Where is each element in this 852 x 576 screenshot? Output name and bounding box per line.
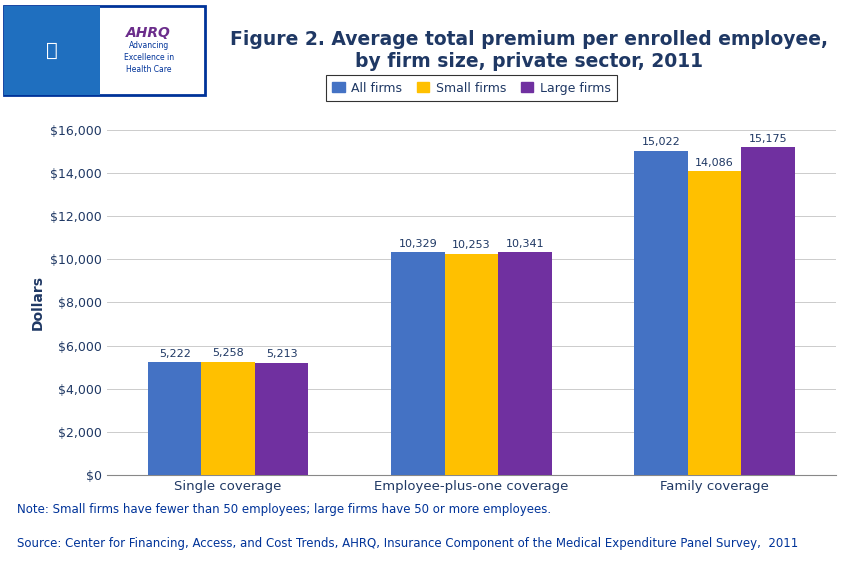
Text: 15,175: 15,175	[748, 134, 786, 144]
Bar	[633, 151, 687, 475]
Legend: All firms, Small firms, Large firms: All firms, Small firms, Large firms	[325, 75, 616, 101]
Text: AHRQ: AHRQ	[126, 25, 170, 40]
Text: Note: Small firms have fewer than 50 employees; large firms have 50 or more empl: Note: Small firms have fewer than 50 emp…	[17, 502, 550, 516]
Bar	[4, 6, 101, 95]
Text: Source: Center for Financing, Access, and Cost Trends, AHRQ, Insurance Component: Source: Center for Financing, Access, an…	[17, 537, 797, 550]
Text: 15,022: 15,022	[641, 138, 680, 147]
Bar	[687, 171, 740, 475]
Text: 5,258: 5,258	[212, 348, 244, 358]
Bar	[740, 147, 794, 475]
Text: 10,253: 10,253	[452, 241, 490, 251]
Text: 🦅: 🦅	[47, 41, 58, 60]
Bar	[201, 362, 255, 475]
Bar	[498, 252, 551, 475]
FancyBboxPatch shape	[4, 6, 204, 95]
Bar	[390, 252, 444, 475]
Bar	[147, 362, 201, 475]
Text: 10,329: 10,329	[398, 239, 437, 249]
Bar	[444, 254, 498, 475]
Text: 5,213: 5,213	[266, 350, 297, 359]
Text: Advancing
Excellence in
Health Care: Advancing Excellence in Health Care	[124, 41, 174, 74]
Y-axis label: Dollars: Dollars	[31, 275, 44, 330]
Text: 10,341: 10,341	[505, 238, 544, 249]
Text: 14,086: 14,086	[694, 158, 733, 168]
Text: Figure 2. Average total premium per enrolled employee,
by firm size, private sec: Figure 2. Average total premium per enro…	[229, 30, 827, 71]
Bar	[255, 363, 308, 475]
Text: 5,222: 5,222	[158, 349, 190, 359]
